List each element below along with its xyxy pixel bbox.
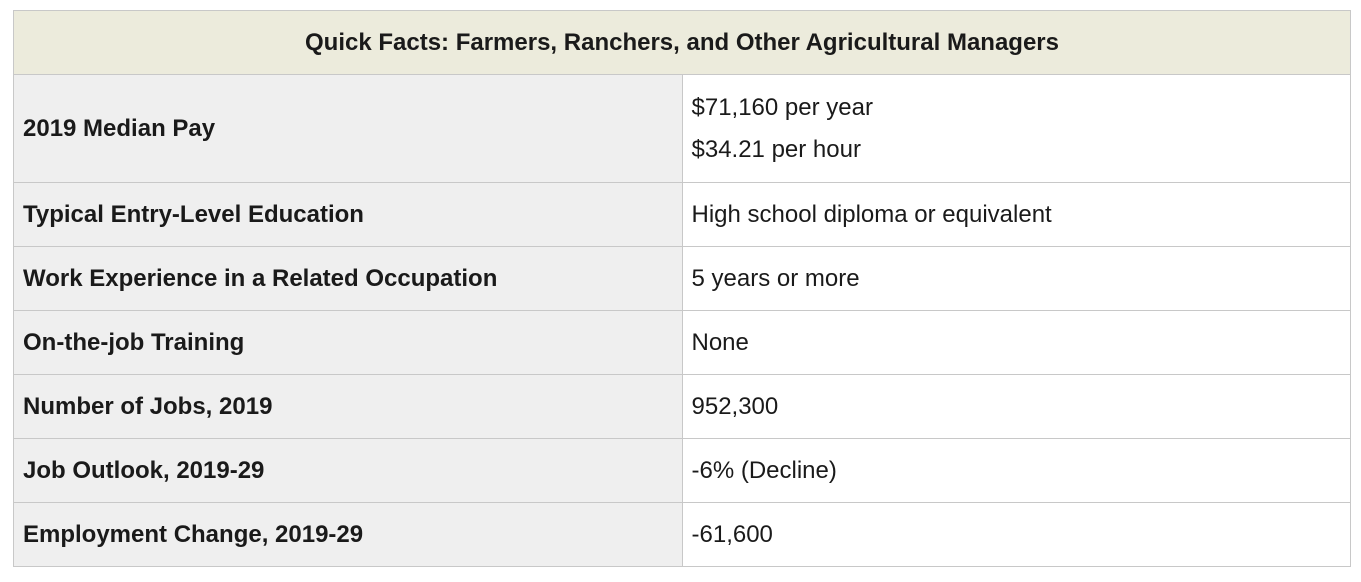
row-label-number-of-jobs: Number of Jobs, 2019	[13, 374, 683, 439]
row-value-job-training: None	[681, 310, 1351, 375]
row-value-entry-education: High school diploma or equivalent	[681, 182, 1351, 247]
row-label-entry-education: Typical Entry-Level Education	[13, 182, 683, 247]
table-row-employment-change: Employment Change, 2019-29 -61,600	[13, 502, 1351, 567]
table-row-median-pay: 2019 Median Pay $71,160 per year $34.21 …	[13, 74, 1351, 183]
table-title: Quick Facts: Farmers, Ranchers, and Othe…	[13, 10, 1351, 75]
table-row-work-experience: Work Experience in a Related Occupation …	[13, 246, 1351, 311]
row-value-employment-change: -61,600	[681, 502, 1351, 567]
row-value-median-pay: $71,160 per year $34.21 per hour	[681, 74, 1351, 183]
table-row-job-outlook: Job Outlook, 2019-29 -6% (Decline)	[13, 438, 1351, 503]
row-label-job-outlook: Job Outlook, 2019-29	[13, 438, 683, 503]
row-label-job-training: On-the-job Training	[13, 310, 683, 375]
table-row-job-training: On-the-job Training None	[13, 310, 1351, 375]
table-row-entry-education: Typical Entry-Level Education High schoo…	[13, 182, 1351, 247]
row-value-job-outlook: -6% (Decline)	[681, 438, 1351, 503]
row-label-work-experience: Work Experience in a Related Occupation	[13, 246, 683, 311]
median-pay-yearly: $71,160 per year	[691, 93, 873, 121]
row-label-employment-change: Employment Change, 2019-29	[13, 502, 683, 567]
row-value-number-of-jobs: 952,300	[681, 374, 1351, 439]
table-row-number-of-jobs: Number of Jobs, 2019 952,300	[13, 374, 1351, 439]
median-pay-hourly: $34.21 per hour	[691, 135, 861, 163]
title-row: Quick Facts: Farmers, Ranchers, and Othe…	[13, 10, 1351, 75]
row-label-median-pay: 2019 Median Pay	[13, 74, 683, 183]
row-value-work-experience: 5 years or more	[681, 246, 1351, 311]
quick-facts-table: Quick Facts: Farmers, Ranchers, and Othe…	[13, 10, 1351, 567]
